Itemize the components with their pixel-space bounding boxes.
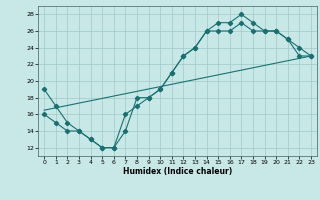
- X-axis label: Humidex (Indice chaleur): Humidex (Indice chaleur): [123, 167, 232, 176]
